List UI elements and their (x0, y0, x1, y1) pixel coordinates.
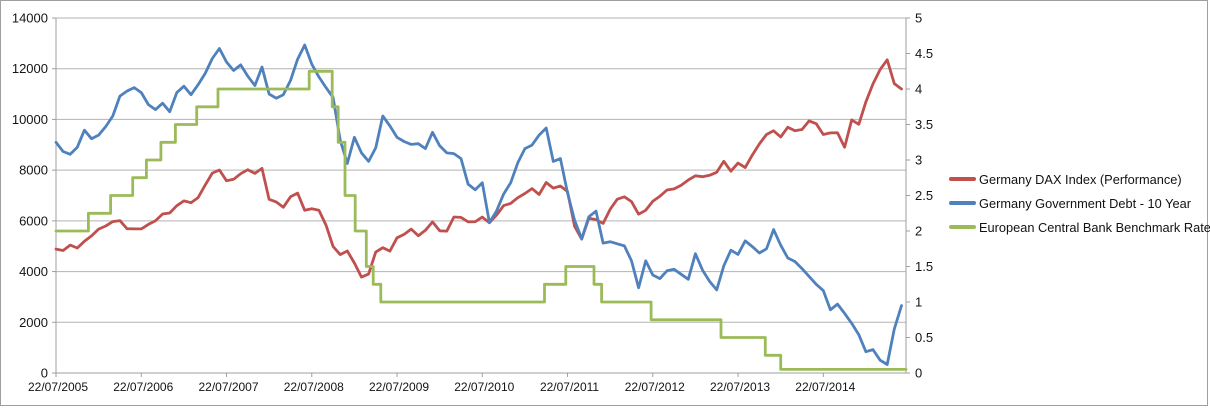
y-left-tick-label: 10000 (12, 112, 48, 127)
x-tick-label: 22/07/2006 (113, 380, 173, 394)
legend-swatch-bund-icon (949, 201, 976, 205)
y-right-tick-label: 2 (915, 224, 922, 239)
series-line-0[interactable] (54, 58, 903, 279)
x-tick-label: 22/07/2011 (540, 380, 599, 394)
legend-label-dax: Germany DAX Index (Performance) (979, 171, 1182, 187)
y-right-tick-label: 1 (915, 295, 922, 310)
y-right-tick-label: 2.5 (915, 188, 933, 203)
x-tick-label: 22/07/2014 (795, 380, 855, 394)
chart-legend: Germany DAX Index (Performance) Germany … (949, 167, 1210, 239)
y-right-tick-label: 3 (915, 153, 922, 168)
y-right-tick-label: 1.5 (915, 259, 933, 274)
legend-swatch-ecb-icon (949, 225, 976, 229)
y-left-tick-label: 4000 (19, 264, 48, 279)
x-tick-label: 22/07/2005 (28, 380, 88, 394)
y-left-tick-label: 14000 (12, 11, 48, 26)
y-right-tick-label: 3.5 (915, 117, 933, 132)
x-tick-label: 22/07/2007 (198, 380, 258, 394)
y-left-tick-label: 6000 (19, 213, 48, 228)
series-line-2[interactable] (54, 69, 908, 371)
legend-item-ecb[interactable]: European Central Bank Benchmark Rate (949, 215, 1210, 239)
x-tick-label: 22/07/2012 (625, 380, 685, 394)
series-line-1[interactable] (54, 43, 903, 366)
y-right-tick-label: 4.5 (915, 46, 933, 61)
y-left-tick-label: 2000 (19, 315, 48, 330)
y-left-tick-label: 12000 (12, 61, 48, 76)
legend-label-bund: Germany Government Debt - 10 Year (979, 195, 1191, 211)
y-left-tick-label: 8000 (19, 163, 48, 178)
y-right-tick-label: 4 (915, 82, 922, 97)
legend-item-dax[interactable]: Germany DAX Index (Performance) (949, 167, 1210, 191)
x-tick-label: 22/07/2010 (454, 380, 514, 394)
legend-swatch-dax-icon (949, 177, 976, 181)
x-tick-label: 22/07/2013 (710, 380, 770, 394)
legend-item-bund[interactable]: Germany Government Debt - 10 Year (949, 191, 1210, 215)
y-right-tick-label: 0.5 (915, 330, 933, 345)
legend-label-ecb: European Central Bank Benchmark Rate (979, 219, 1210, 235)
y-right-tick-label: 5 (915, 11, 922, 26)
x-tick-label: 22/07/2009 (369, 380, 429, 394)
y-left-tick-label: 0 (41, 366, 48, 381)
x-tick-label: 22/07/2008 (284, 380, 344, 394)
y-right-tick-label: 0 (915, 366, 922, 381)
